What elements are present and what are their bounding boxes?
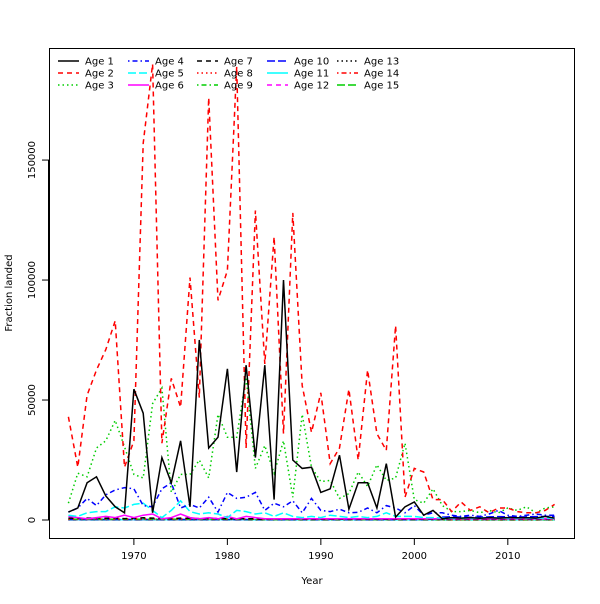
y-tick-label: 100000: [27, 261, 38, 299]
x-tick-label: 1980: [215, 551, 240, 562]
legend-item-age-4: Age 4: [128, 57, 184, 68]
y-tick-label: 50000: [27, 384, 38, 416]
legend-label: Age 14: [364, 69, 399, 80]
legend-item-age-7: Age 7: [197, 57, 253, 68]
y-axis-label: Fraction landed: [4, 254, 15, 331]
legend-label: Age 5: [155, 69, 184, 80]
legend-label: Age 4: [155, 57, 184, 68]
x-tick-label: 1990: [308, 551, 333, 562]
legend-item-age-8: Age 8: [197, 69, 253, 80]
x-tick-label: 1970: [121, 551, 146, 562]
legend-item-age-14: Age 14: [337, 69, 399, 80]
legend-item-age-5: Age 5: [128, 69, 184, 80]
legend-label: Age 11: [294, 69, 329, 80]
legend-label: Age 1: [85, 57, 114, 68]
legend-item-age-15: Age 15: [337, 81, 399, 92]
legend-label: Age 8: [224, 69, 253, 80]
legend-item-age-6: Age 6: [128, 81, 184, 92]
legend-item-age-11: Age 11: [267, 69, 329, 80]
legend-label: Age 15: [364, 81, 399, 92]
legend-item-age-2: Age 2: [58, 69, 114, 80]
y-axis: 0 50000 100000 150000: [27, 141, 49, 523]
legend-item-age-10: Age 10: [267, 57, 329, 68]
x-tick-label: 2000: [402, 551, 427, 562]
series-line-age-4: [68, 483, 554, 517]
series-line-age-3: [68, 377, 554, 513]
legend-label: Age 2: [85, 69, 114, 80]
legend-item-age-1: Age 1: [58, 57, 114, 68]
legend-label: Age 13: [364, 57, 399, 68]
legend-label: Age 9: [224, 81, 253, 92]
y-tick-label: 0: [27, 517, 38, 523]
x-axis: 1970 1980 1990 2000 2010: [121, 538, 520, 562]
series-line-age-2: [68, 64, 554, 513]
x-tick-label: 2010: [495, 551, 520, 562]
legend-item-age-13: Age 13: [337, 57, 399, 68]
series-layer: [68, 64, 554, 520]
legend-item-age-3: Age 3: [58, 81, 114, 92]
legend-label: Age 6: [155, 81, 184, 92]
legend-label: Age 12: [294, 81, 329, 92]
legend-item-age-9: Age 9: [197, 81, 253, 92]
series-line-age-1: [68, 280, 554, 519]
legend-label: Age 10: [294, 57, 329, 68]
legend-label: Age 3: [85, 81, 114, 92]
x-axis-label: Year: [300, 576, 323, 587]
legend-label: Age 7: [224, 57, 253, 68]
legend-item-age-12: Age 12: [267, 81, 329, 92]
y-tick-label: 150000: [27, 141, 38, 179]
